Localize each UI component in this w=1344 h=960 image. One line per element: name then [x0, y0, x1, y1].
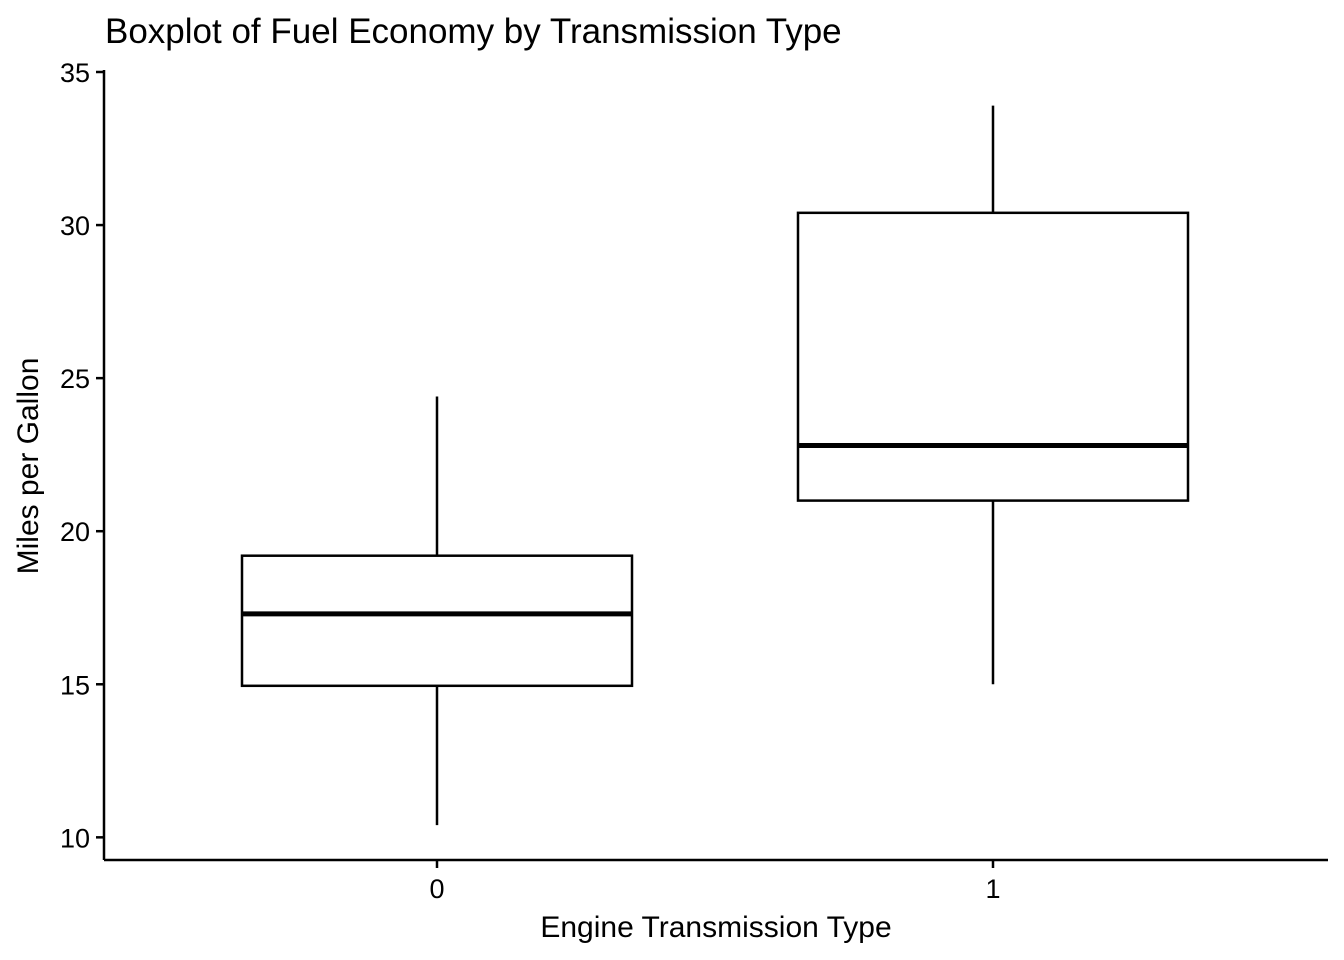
y-axis-title: Miles per Gallon [12, 358, 45, 575]
x-axis-title: Engine Transmission Type [540, 911, 891, 944]
box-iqr [240, 554, 634, 688]
y-tick-label: 10 [60, 823, 90, 853]
box-iqr [796, 211, 1190, 502]
chart-title: Boxplot of Fuel Economy by Transmission … [105, 12, 842, 51]
y-tick-label: 15 [60, 670, 90, 700]
y-tick-label: 30 [60, 211, 90, 241]
y-tick-label: 25 [60, 364, 90, 394]
y-tick-label: 20 [60, 517, 90, 547]
plot-area: 10 15 20 25 30 35 0 1 [60, 58, 1328, 904]
y-tick-label: 35 [60, 58, 90, 88]
x-tick-label: 0 [429, 874, 444, 904]
x-tick-label: 1 [985, 874, 1000, 904]
